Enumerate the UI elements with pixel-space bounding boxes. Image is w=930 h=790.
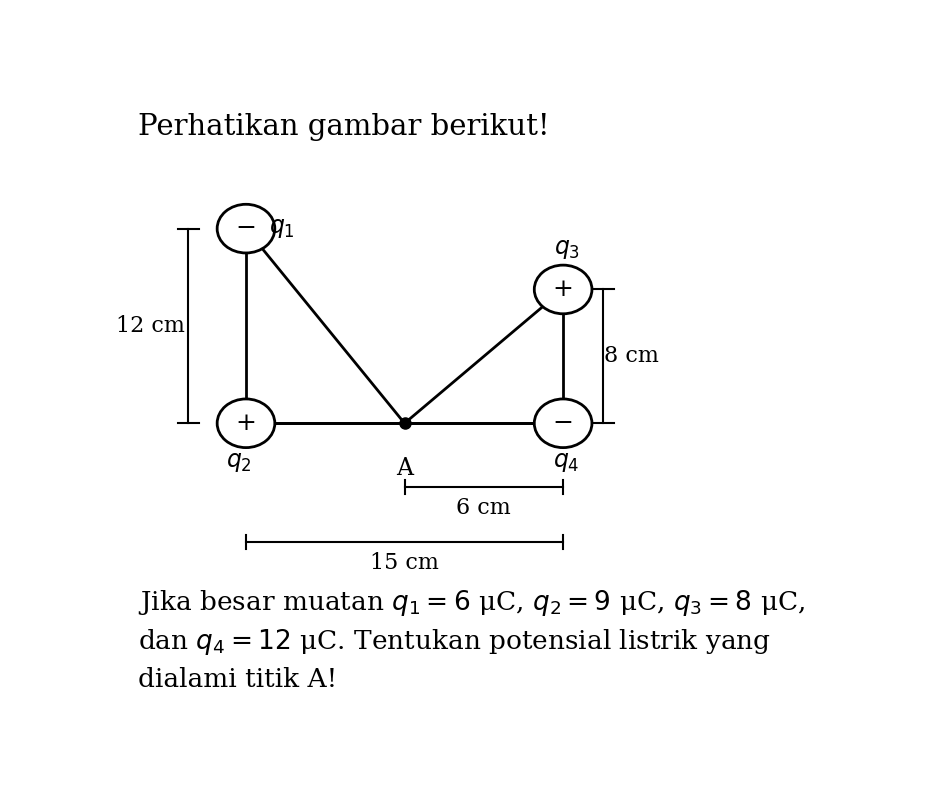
Text: −: − [235, 217, 257, 240]
Text: dialami titik A!: dialami titik A! [138, 667, 337, 691]
Text: $q_4$: $q_4$ [553, 451, 580, 474]
Text: $q_2$: $q_2$ [226, 451, 252, 474]
Text: Jika besar muatan $q_1 = 6$ μC, $q_2 = 9$ μC, $q_3 = 8$ μC,: Jika besar muatan $q_1 = 6$ μC, $q_2 = 9… [138, 588, 805, 618]
Text: A: A [396, 457, 413, 480]
Text: 8 cm: 8 cm [604, 345, 659, 367]
Circle shape [534, 265, 592, 314]
Circle shape [217, 205, 274, 253]
Text: Perhatikan gambar berikut!: Perhatikan gambar berikut! [138, 113, 550, 141]
Text: +: + [552, 278, 574, 301]
Text: 12 cm: 12 cm [116, 315, 185, 337]
Circle shape [217, 399, 274, 448]
Text: 6 cm: 6 cm [457, 498, 512, 520]
Text: $q_3$: $q_3$ [553, 239, 579, 261]
Text: $q_1$: $q_1$ [269, 217, 295, 240]
Text: −: − [552, 412, 574, 435]
Text: +: + [235, 412, 257, 435]
Circle shape [534, 399, 592, 448]
Text: 15 cm: 15 cm [370, 552, 439, 574]
Text: dan $q_4 = 12$ μC. Tentukan potensial listrik yang: dan $q_4 = 12$ μC. Tentukan potensial li… [138, 627, 771, 657]
